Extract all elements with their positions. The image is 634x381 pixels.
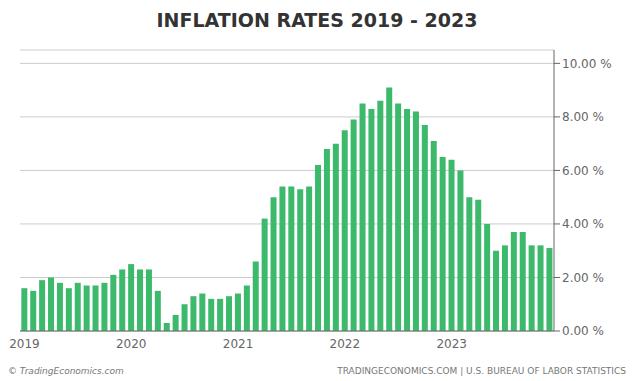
svg-text:4.00 %: 4.00 % — [562, 217, 604, 231]
html-text:© TradingEconomics.com: © TradingEconomics.com — [8, 366, 124, 376]
svg-text:6.00 %: 6.00 % — [562, 164, 604, 178]
svg-text:0.00 %: 0.00 % — [562, 324, 604, 338]
svg-text:8.00 %: 8.00 % — [562, 110, 604, 124]
html-text:TRADINGECONOMICS.COM | U.S. BU: TRADINGECONOMICS.COM | U.S. BUREAU OF LA… — [337, 366, 626, 376]
svg-text:2022: 2022 — [330, 337, 361, 351]
html-text:INFLATION RATES 2019 - 2023: INFLATION RATES 2019 - 2023 — [156, 9, 478, 31]
svg-text:2020: 2020 — [116, 337, 147, 351]
svg-text:2.00 %: 2.00 % — [562, 271, 604, 285]
svg-text:10.00 %: 10.00 % — [562, 57, 612, 71]
svg-text:2023: 2023 — [436, 337, 467, 351]
svg-text:2021: 2021 — [223, 337, 254, 351]
svg-text:2019: 2019 — [9, 337, 40, 351]
